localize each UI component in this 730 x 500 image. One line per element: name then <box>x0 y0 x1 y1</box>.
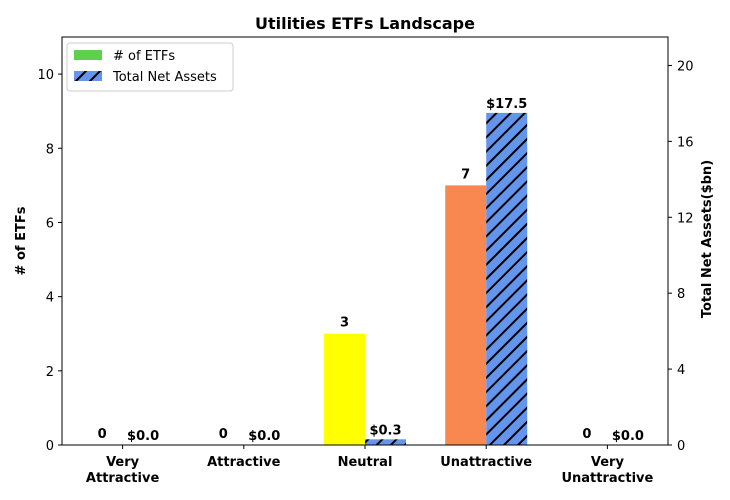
x-tick-label: Neutral <box>338 455 393 470</box>
x-tick-label: Attractive <box>207 455 281 470</box>
legend-swatch-net-assets <box>74 71 102 81</box>
data-label-net-assets: $17.5 <box>486 97 527 112</box>
y-left-tick-label: 2 <box>46 365 54 380</box>
y-left-tick-label: 8 <box>46 142 54 157</box>
y-right-tick-label: 12 <box>677 211 694 226</box>
data-label-etf-count: 0 <box>582 427 591 442</box>
legend-box <box>66 42 234 92</box>
legend-label-net-assets: Total Net Assets <box>112 70 217 85</box>
y-left-axis-label: # of ETFs <box>14 206 29 275</box>
x-tick-label: Very <box>106 455 140 470</box>
y-right-tick-label: 0 <box>677 439 685 454</box>
data-label-etf-count: 7 <box>461 167 470 182</box>
bar-net-assets <box>486 112 528 445</box>
legend: # of ETFs Total Net Assets <box>66 42 234 92</box>
data-label-net-assets: $0.3 <box>369 423 401 438</box>
legend-swatch-etf-count <box>74 50 102 60</box>
y-right-tick-label: 20 <box>677 59 694 74</box>
y-left-tick-label: 0 <box>46 439 54 454</box>
data-label-net-assets: $0.0 <box>612 429 644 444</box>
y-right-tick-label: 8 <box>677 287 685 302</box>
x-tick-label: Unattractive <box>440 455 532 470</box>
data-label-net-assets: $0.0 <box>127 429 159 444</box>
x-tick-label: Unattractive <box>561 471 653 486</box>
y-right-tick-label: 16 <box>677 135 694 150</box>
y-right-axis-label: Total Net Assets($bn) <box>700 160 715 318</box>
data-label-etf-count: 0 <box>98 427 107 442</box>
x-tick-label: Very <box>591 455 625 470</box>
y-left-tick-label: 10 <box>37 68 54 83</box>
y-right-tick-label: 4 <box>677 363 685 378</box>
data-label-etf-count: 3 <box>340 316 349 331</box>
legend-label-etf-count: # of ETFs <box>113 49 175 64</box>
data-label-net-assets: $0.0 <box>248 429 280 444</box>
y-left-tick-label: 6 <box>46 216 54 231</box>
x-tick-label: Attractive <box>86 471 160 486</box>
bar-etf-count <box>324 333 365 445</box>
bar-etf-count <box>445 185 487 445</box>
chart-title: Utilities ETFs Landscape <box>255 14 475 33</box>
plot-frame <box>61 36 669 446</box>
data-label-etf-count: 0 <box>219 427 228 442</box>
y-left-tick-label: 4 <box>46 291 54 306</box>
bar-net-assets <box>365 439 406 445</box>
